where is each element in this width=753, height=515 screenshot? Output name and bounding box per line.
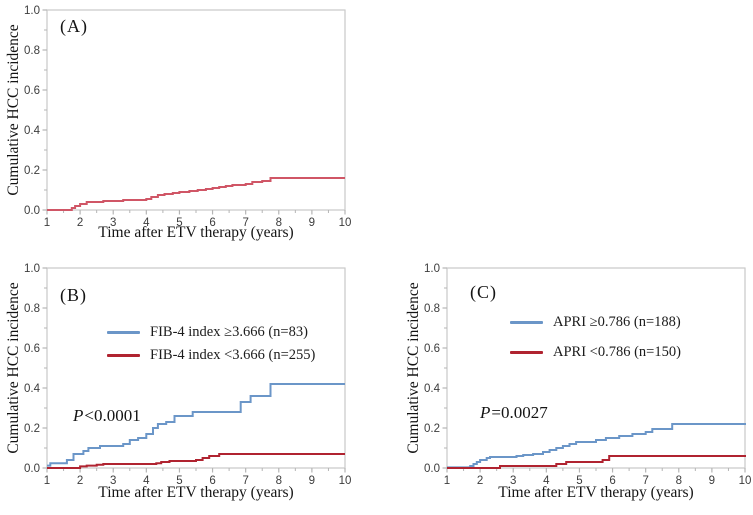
svg-text:9: 9 — [309, 217, 315, 229]
svg-text:1.0: 1.0 — [24, 263, 40, 275]
legend-label-apri-high: APRI ≥0.786 (n=188) — [553, 314, 681, 330]
panel-a: 1 2 3 4 5 6 7 8 9 10 0.0 0.2 0.4 0.6 0.8 1.0 (A) Cumula… — [0, 0, 376, 252]
svg-text:5: 5 — [576, 475, 582, 487]
panel-c-plot: 1 2 3 4 5 6 7 8 9 10 0.0 0.2 0.4 0.6 0.8 1.0 — [424, 263, 752, 487]
legend-swatch-apri-low — [510, 351, 543, 354]
svg-text:8: 8 — [276, 217, 282, 229]
svg-text:2: 2 — [477, 475, 483, 487]
legend-item-apri-low: APRI <0.786 (n=150) — [510, 344, 681, 361]
svg-text:0.6: 0.6 — [24, 343, 40, 355]
panel-a-y-axis-title: Cumulative HCC incidence — [5, 24, 22, 196]
legend-swatch-fib4-low — [107, 354, 140, 357]
svg-text:0.6: 0.6 — [24, 85, 40, 97]
svg-text:3: 3 — [110, 217, 116, 229]
svg-text:4: 4 — [143, 217, 150, 229]
svg-text:9: 9 — [709, 475, 715, 487]
svg-text:0.4: 0.4 — [424, 383, 441, 395]
panel-c-y-axis-title: Cumulative HCC incidence — [405, 282, 422, 454]
svg-text:1: 1 — [44, 475, 50, 487]
svg-text:9: 9 — [309, 475, 315, 487]
svg-text:2: 2 — [77, 217, 83, 229]
svg-text:1.0: 1.0 — [424, 263, 440, 275]
panel-b-p-value: P<0.0001 — [73, 406, 141, 426]
svg-text:0.8: 0.8 — [424, 303, 440, 315]
svg-text:5: 5 — [176, 475, 182, 487]
svg-text:3: 3 — [110, 475, 116, 487]
panel-a-x-axis-title: Time after ETV therapy (years) — [98, 224, 294, 241]
svg-text:1: 1 — [44, 217, 50, 229]
legend-swatch-fib4-high — [107, 331, 140, 334]
panel-c-label: (C) — [470, 282, 497, 302]
p-symbol: P — [480, 403, 491, 422]
svg-text:3: 3 — [510, 475, 516, 487]
svg-text:0.2: 0.2 — [24, 165, 40, 177]
svg-text:10: 10 — [339, 475, 352, 487]
svg-text:0.2: 0.2 — [24, 423, 40, 435]
svg-text:0.8: 0.8 — [24, 303, 40, 315]
svg-text:6: 6 — [609, 475, 615, 487]
svg-text:5: 5 — [176, 217, 182, 229]
svg-text:4: 4 — [143, 475, 150, 487]
svg-text:1: 1 — [444, 475, 450, 487]
panel-b-y-axis-title: Cumulative HCC incidence — [5, 282, 22, 454]
svg-text:8: 8 — [276, 475, 282, 487]
p-value-text: <0.0001 — [84, 406, 141, 425]
svg-text:0.8: 0.8 — [24, 45, 40, 57]
svg-text:0.4: 0.4 — [24, 125, 41, 137]
legend-label-apri-low: APRI <0.786 (n=150) — [553, 344, 681, 360]
svg-text:10: 10 — [339, 217, 352, 229]
svg-text:4: 4 — [543, 475, 550, 487]
legend-label-fib4-low: FIB-4 index <3.666 (n=255) — [150, 347, 316, 363]
legend-item-apri-high: APRI ≥0.786 (n=188) — [510, 314, 681, 331]
panel-b-plot: 1 2 3 4 5 6 7 8 9 10 0.0 0.2 0.4 0.6 0.8 1.0 — [24, 263, 352, 487]
legend-swatch-apri-high — [510, 321, 543, 324]
svg-text:6: 6 — [209, 217, 215, 229]
legend-item-fib4-low: FIB-4 index <3.666 (n=255) — [107, 347, 315, 364]
panel-c: 1 2 3 4 5 6 7 8 9 10 0.0 0.2 0.4 0.6 0.8 1.0 (C) Cumula… — [400, 262, 753, 515]
svg-text:6: 6 — [209, 475, 215, 487]
svg-text:7: 7 — [642, 475, 648, 487]
panel-b-label: (B) — [60, 285, 87, 305]
svg-text:8: 8 — [676, 475, 682, 487]
svg-text:0.6: 0.6 — [424, 343, 440, 355]
panel-b: 1 2 3 4 5 6 7 8 9 10 0.0 0.2 0.4 0.6 0.8 1.0 (B) Cumula… — [0, 262, 376, 515]
panel-a-plot: 1 2 3 4 5 6 7 8 9 10 0.0 0.2 0.4 0.6 0.8 1.0 — [24, 5, 352, 229]
panel-a-label: (A) — [60, 16, 88, 36]
panel-b-x-axis-title: Time after ETV therapy (years) — [98, 484, 294, 501]
legend-label-fib4-high: FIB-4 index ≥3.666 (n=83) — [150, 324, 308, 340]
p-value-text: =0.0027 — [491, 403, 548, 422]
svg-text:2: 2 — [77, 475, 83, 487]
svg-text:7: 7 — [242, 475, 248, 487]
panel-c-x-axis-title: Time after ETV therapy (years) — [498, 484, 694, 501]
svg-text:0.0: 0.0 — [24, 205, 40, 217]
svg-text:1.0: 1.0 — [24, 5, 40, 17]
svg-text:10: 10 — [739, 475, 752, 487]
p-symbol: P — [73, 406, 84, 425]
legend-item-fib4-high: FIB-4 index ≥3.666 (n=83) — [107, 324, 308, 341]
svg-text:0.2: 0.2 — [424, 423, 440, 435]
svg-text:7: 7 — [242, 217, 248, 229]
svg-text:0.4: 0.4 — [24, 383, 41, 395]
svg-text:0.0: 0.0 — [24, 463, 40, 475]
svg-text:0.0: 0.0 — [424, 463, 440, 475]
panel-c-p-value: P=0.0027 — [480, 403, 548, 423]
